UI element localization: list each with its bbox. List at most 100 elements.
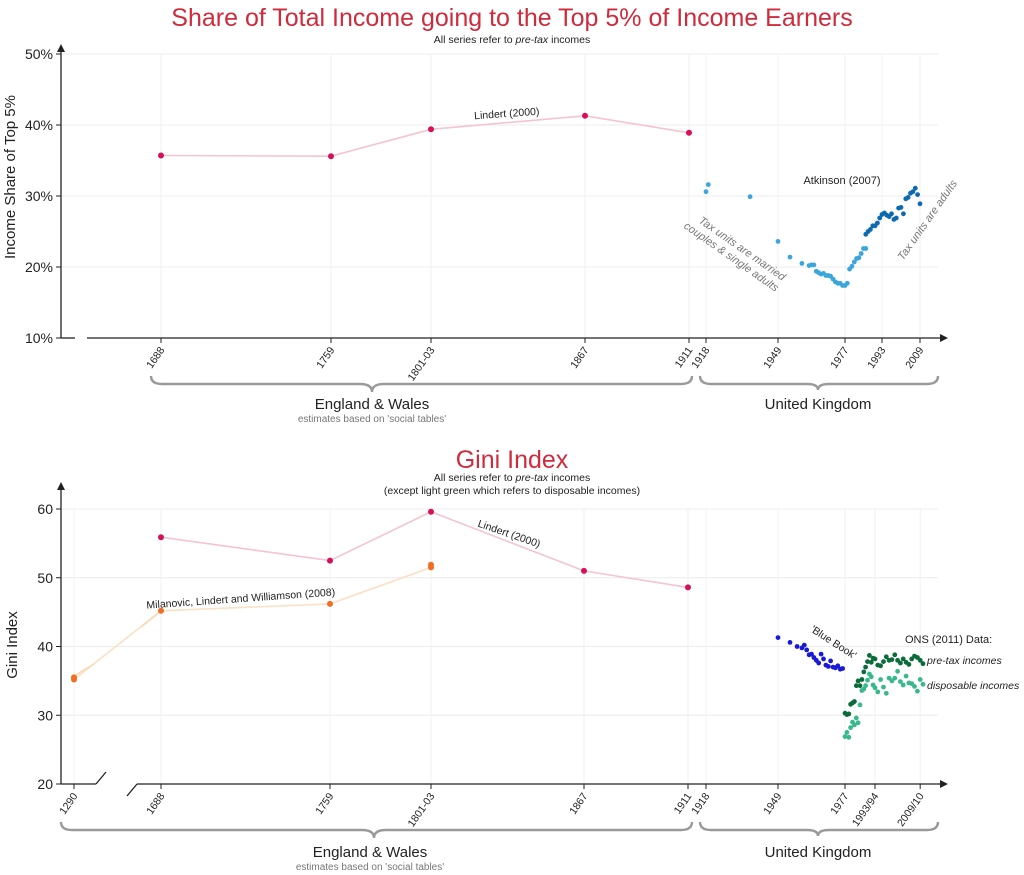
bot-point-ons-2011-data-pre-tax-incomes (852, 699, 857, 704)
chart-bottom-region-england-sub: estimates based on 'social tables' (296, 862, 444, 873)
bot-point-milanovic-lindert-and-williamson-2008 (158, 607, 164, 614)
top-point-lindert-2000 (686, 129, 692, 136)
bot-point-lindert-2000 (428, 508, 434, 515)
top-point-atkinson-2007-tax-units-are-married-couples-single-adults (811, 262, 817, 268)
bot-point-ons-2011-data-disposable-incomes (857, 702, 863, 708)
top-x-tick-label: 1949 (761, 345, 784, 371)
top-point-atkinson-2007-tax-units-are-adults (915, 192, 920, 198)
chart-top: Share of Total Income going to the Top 5… (2, 4, 960, 425)
bot-point-blue-book (787, 640, 793, 645)
top-point-atkinson-2007-tax-units-are-adults (912, 185, 918, 191)
bot-point-ons-2011-data-disposable-incomes (846, 734, 852, 740)
chart-bottom-x-break-1 (95, 771, 107, 785)
bot-point-ons-2011-data-pre-tax-incomes (868, 659, 874, 665)
bot-point-blue-book (825, 664, 831, 669)
chart-bottom-brace-england (59, 821, 694, 839)
top-x-tick-label: 1867 (568, 345, 591, 371)
bot-point-ons-2011-data-pre-tax-incomes (920, 661, 926, 667)
chart-bottom-y-axis-arrow (57, 482, 65, 490)
top-point-atkinson-2007-tax-units-are-adults (868, 227, 873, 232)
bot-point-blue-book (835, 663, 841, 669)
top-point-atkinson-2007-tax-units-are-married-couples-single-adults (844, 280, 850, 286)
bot-point-ons-2011-data-disposable-incomes (903, 673, 909, 679)
bot-point-ons-2011-data-disposable-incomes (892, 675, 898, 681)
bot-point-ons-2011-data-pre-tax-incomes (898, 660, 903, 666)
top-point-atkinson-2007-tax-units-are-married-couples-single-adults (705, 182, 711, 188)
chart-bottom-x-axis-arrow (940, 780, 948, 788)
top-point-atkinson-2007-tax-units-are-married-couples-single-adults (703, 189, 709, 195)
bot-point-ons-2011-data-pre-tax-incomes (878, 663, 883, 669)
svg-text:Tax units are marriedcouples &: Tax units are marriedcouples & single ad… (681, 209, 788, 294)
bot-point-ons-2011-data-disposable-incomes (912, 684, 917, 689)
chart-top-y-axis-arrow (57, 44, 65, 52)
bot-y-tick-label: 60 (37, 501, 53, 517)
bot-point-lindert-2000 (327, 557, 333, 564)
chart-top-annotation-married-couples: Tax units are marriedcouples & single ad… (681, 209, 788, 295)
bot-x-tick-label: 1993/94 (850, 791, 882, 829)
chart-top-gridlines (62, 53, 938, 338)
bot-point-ons-2011-data-pre-tax-incomes (846, 711, 852, 717)
bot-point-ons-2011-data-disposable-incomes (865, 677, 870, 683)
bot-y-tick-label: 50 (37, 570, 53, 586)
bot-line-lindert-2000 (160, 510, 689, 589)
bot-point-blue-book (804, 647, 810, 653)
top-y-tick-label: 30% (25, 188, 53, 204)
bot-point-ons-2011-data-disposable-incomes (848, 725, 853, 730)
bot-point-ons-2011-data-disposable-incomes (855, 720, 861, 726)
bot-point-blue-book (794, 644, 800, 649)
bot-point-blue-book (809, 651, 814, 657)
chart-top-region-england-sub: estimates based on 'social tables' (298, 414, 446, 425)
chart-top-points (158, 112, 923, 288)
bot-point-ons-2011-data-disposable-incomes (881, 684, 886, 690)
top-x-tick-label: 1688 (144, 345, 167, 371)
top-point-atkinson-2007-tax-units-are-married-couples-single-adults (858, 251, 864, 256)
chart-top-x-axis-arrow (940, 334, 948, 342)
bot-point-ons-2011-data-pre-tax-incomes (883, 654, 889, 660)
top-point-atkinson-2007-tax-units-are-married-couples-single-adults (787, 254, 793, 260)
bot-line-milanovic-extension-1688 (140, 610, 162, 628)
bot-point-blue-book (828, 658, 833, 664)
bot-point-ons-2011-data-disposable-incomes (863, 683, 868, 689)
bot-point-lindert-2000 (685, 584, 691, 591)
bot-point-ons-2011-data-pre-tax-incomes (906, 662, 912, 667)
chart-top-y-ticks: 10% 20% 30% 40% 50% (25, 46, 61, 346)
chart-bottom-annotation-disposable: disposable incomes (927, 680, 1020, 692)
bot-point-ons-2011-data-disposable-incomes (875, 689, 881, 695)
chart-top-subtitle: All series refer to pre-tax incomes (434, 34, 590, 46)
top-point-atkinson-2007-tax-units-are-married-couples-single-adults (849, 263, 855, 269)
chart-top-y-axis-label: Income Share of Top 5% (2, 95, 19, 259)
bot-point-ons-2011-data-pre-tax-incomes (881, 659, 886, 664)
top-point-atkinson-2007-tax-units-are-adults (910, 189, 916, 195)
chart-bottom-annotation-pretax: pre-tax incomes (926, 655, 1002, 667)
top-point-atkinson-2007-tax-units-are-married-couples-single-adults (799, 261, 805, 266)
top-point-atkinson-2007-tax-units-are-adults (917, 201, 923, 207)
bot-y-tick-label: 30 (37, 707, 53, 723)
chart-bottom-y-axis-label: Gini Index (4, 611, 21, 679)
top-point-atkinson-2007-tax-units-are-adults (889, 211, 894, 217)
bot-x-tick-label: 1759 (313, 791, 336, 817)
bot-point-ons-2011-data-disposable-incomes (842, 734, 848, 739)
chart-bottom-y-ticks: 20 30 40 50 60 (37, 501, 61, 792)
bot-point-ons-2011-data-pre-tax-incomes (861, 669, 867, 675)
bot-y-tick-label: 40 (37, 639, 53, 655)
chart-bottom-subtitle: All series refer to pre-tax incomes (434, 472, 590, 484)
top-point-atkinson-2007-tax-units-are-married-couples-single-adults (863, 246, 869, 251)
chart-bottom-brace-uk (698, 821, 940, 837)
bot-x-tick-label: 1918 (689, 791, 712, 817)
bot-x-tick-label: 1801-03 (406, 791, 438, 830)
top-point-atkinson-2007-tax-units-are-adults (893, 215, 899, 221)
bot-point-ons-2011-data-pre-tax-incomes (859, 677, 865, 682)
bot-y-tick-label: 20 (37, 776, 53, 792)
top-point-lindert-2000 (582, 112, 588, 119)
chart-bottom-annotation-blue-book: 'Blue Book' (808, 623, 858, 661)
top-y-tick-label: 20% (25, 259, 53, 275)
chart-top-region-england: England & Wales (315, 396, 430, 413)
bot-point-blue-book (816, 660, 822, 666)
bot-point-ons-2011-data-disposable-incomes (878, 677, 883, 682)
top-point-lindert-2000 (428, 126, 434, 133)
top-point-atkinson-2007-tax-units-are-adults (875, 220, 880, 226)
top-x-tick-label: 1977 (828, 345, 851, 371)
